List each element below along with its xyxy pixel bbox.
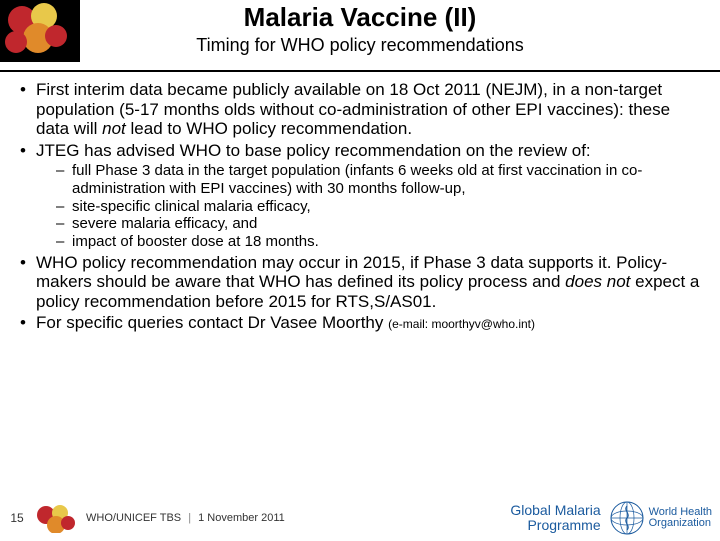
bullet-2-text: JTEG has advised WHO to base policy reco… [36, 141, 591, 160]
page-number: 15 [0, 511, 34, 525]
slide-body: First interim data became publicly avail… [0, 72, 720, 333]
bullet-1-text-post: lead to WHO policy recommendation. [126, 119, 412, 138]
bullet-1-italic: not [102, 119, 126, 138]
sub-bullet-1: full Phase 3 data in the target populati… [54, 162, 702, 197]
footer-logo-icon [34, 503, 78, 533]
slide-header: Malaria Vaccine (II) Timing for WHO poli… [0, 0, 720, 72]
footer-date: 1 November 2011 [198, 512, 285, 524]
sub-bullet-2: site-specific clinical malaria efficacy, [54, 198, 702, 216]
bullet-3-italic: does not [565, 272, 635, 291]
bullet-4-email: (e-mail: moorthyv@who.int) [388, 317, 535, 331]
sub-bullet-4: impact of booster dose at 18 months. [54, 233, 702, 251]
who-label: World Health Organization [649, 507, 712, 529]
bullet-4: For specific queries contact Dr Vasee Mo… [18, 313, 702, 333]
programme-label: Global Malaria Programme [510, 503, 600, 532]
who-line2: Organization [649, 518, 712, 529]
who-emblem-icon [609, 500, 645, 536]
programme-line2: Programme [510, 518, 600, 533]
footer-source: WHO/UNICEF TBS [86, 512, 181, 524]
footer-separator: | [188, 512, 191, 524]
bullet-3: WHO policy recommendation may occur in 2… [18, 253, 702, 312]
bullet-1: First interim data became publicly avail… [18, 80, 702, 139]
slide-subtitle: Timing for WHO policy recommendations [0, 35, 720, 56]
corner-logo [0, 0, 80, 62]
bullet-4-text: For specific queries contact Dr Vasee Mo… [36, 313, 388, 332]
slide-title: Malaria Vaccine (II) [0, 0, 720, 33]
footer-right: Global Malaria Programme World Health Or… [510, 500, 720, 536]
programme-line1: Global Malaria [510, 503, 600, 518]
slide-footer: 15 WHO/UNICEF TBS | 1 November 2011 Glob… [0, 496, 720, 540]
footer-text: WHO/UNICEF TBS | 1 November 2011 [86, 512, 285, 524]
sub-bullet-3: severe malaria efficacy, and [54, 215, 702, 233]
bullet-2: JTEG has advised WHO to base policy reco… [18, 141, 702, 251]
